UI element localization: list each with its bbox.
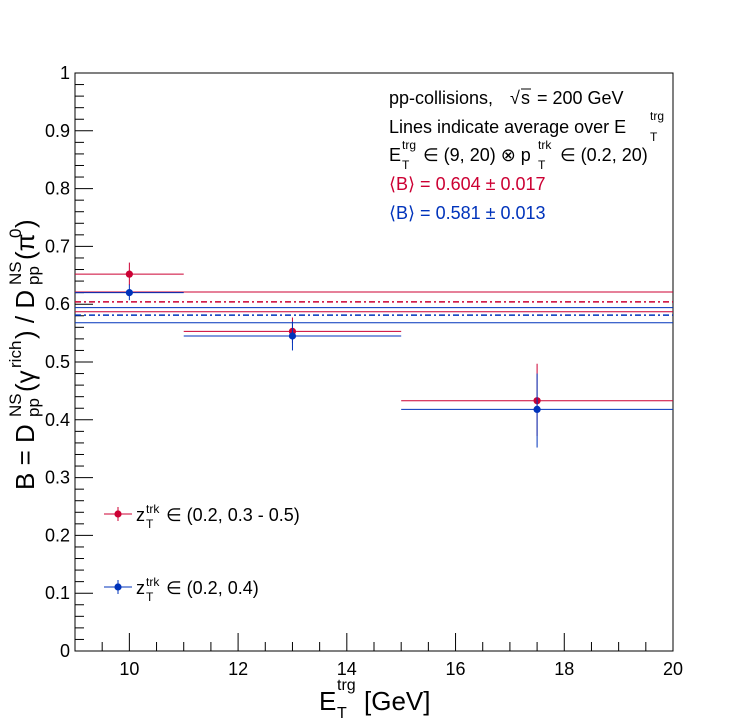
annotation-line-1-rest: = 200 GeV — [537, 88, 624, 108]
annotation-line-3-T2: T — [538, 158, 546, 172]
annotation-line-2-trg: trg — [650, 109, 664, 123]
annotation-average-series-1: ⟨B⟩ = 0.604 ± 0.017 — [389, 174, 546, 194]
y-tick-label: 0.7 — [45, 236, 70, 256]
legend-label-series-1-sub: T — [146, 517, 154, 531]
y-axis-title-part-5: ) — [10, 219, 40, 228]
legend-label-series-2-rest: ∈ (0.2, 0.4) — [166, 578, 259, 598]
annotation-sqrt-s: s — [521, 88, 530, 108]
x-tick-label: 14 — [337, 659, 357, 679]
y-tick-label: 0.4 — [45, 410, 70, 430]
legend-label-series-2-sub: T — [146, 590, 154, 604]
legend-entry-series-2: z trk T ∈ (0.2, 0.4) — [104, 575, 259, 604]
annotation-line-3-a: E — [389, 145, 401, 165]
legend-label-series-1-rest: ∈ (0.2, 0.3 - 0.5) — [166, 505, 300, 525]
y-axis-title: B = D NS pp (γ rich ) / D NS pp (π 0 ) — [6, 219, 43, 490]
x-axis-title: E trg T [GeV] — [319, 677, 430, 722]
annotation-sqrt-symbol: √ — [510, 88, 520, 108]
y-axis-title-part-3-sup: NS — [6, 261, 25, 285]
y-axis-title-part-3-sub: pp — [24, 266, 43, 285]
y-tick-label: 0.8 — [45, 179, 70, 199]
legend-marker-series-2 — [114, 583, 122, 591]
y-axis-title-part-2: (γ — [10, 370, 40, 392]
data-point — [125, 270, 133, 278]
legend-label-series-2-sup: trk — [146, 575, 160, 589]
y-tick-label: 0 — [60, 641, 70, 661]
y-axis-title-part-2-sup: rich — [6, 341, 25, 368]
legend-entry-series-1: z trk T ∈ (0.2, 0.3 - 0.5) — [104, 502, 300, 531]
data-point — [533, 405, 541, 413]
annotation-average-series-2: ⟨B⟩ = 0.581 ± 0.013 — [389, 203, 546, 223]
y-tick-label: 0.6 — [45, 294, 70, 314]
y-tick-label: 0.2 — [45, 525, 70, 545]
y-axis-title-part-4-sup: 0 — [6, 229, 25, 238]
x-tick-label: 12 — [228, 659, 248, 679]
legend-label-series-2-main: z — [136, 578, 145, 598]
axes: 0 0.1 0.2 0.3 0.4 0.5 0.6 0.7 0.8 0.9 1 10 12 14 16 18 2… — [45, 63, 683, 679]
series-2 — [75, 284, 673, 448]
annotation-line-3-trg: trg — [402, 138, 416, 152]
annotation-line-2: Lines indicate average over E — [389, 117, 626, 137]
annotation-block: pp-collisions, √ s = 200 GeV Lines indic… — [389, 88, 664, 223]
x-tick-label: 16 — [446, 659, 466, 679]
series-layer — [75, 262, 673, 448]
y-axis-title-part-1-sup: NS — [6, 393, 25, 417]
legend-label-series-1-main: z — [136, 505, 145, 525]
y-tick-label: 0.9 — [45, 121, 70, 141]
y-axis-title-part-1: B = D — [10, 424, 40, 490]
legend-label-series-1-sup: trk — [146, 502, 160, 516]
data-point — [288, 332, 297, 340]
x-axis-title-sup: trg — [337, 677, 356, 694]
annotation-line-3-c: ∈ (0.2, 20) — [560, 145, 648, 165]
x-axis-title-sub: T — [337, 705, 347, 722]
annotation-line-3-trk: trk — [538, 138, 552, 152]
annotation-line-3-b: ∈ (9, 20) ⊗ p — [423, 145, 531, 165]
data-point — [125, 289, 133, 297]
y-tick-label: 0.1 — [45, 583, 70, 603]
y-axis-title-part-3: ) / D — [10, 290, 40, 339]
y-tick-label: 0.3 — [45, 468, 70, 488]
y-tick-label: 1 — [60, 63, 70, 83]
annotation-line-2-T: T — [650, 130, 658, 144]
annotation-line-3-T: T — [402, 158, 410, 172]
legend: z trk T ∈ (0.2, 0.3 - 0.5) z trk T ∈ (0.… — [104, 502, 300, 604]
y-axis-title-part-4: (π — [10, 233, 40, 260]
x-tick-label: 18 — [554, 659, 574, 679]
annotation-line-1: pp-collisions, — [389, 88, 493, 108]
y-axis-title-part-1-sub: pp — [24, 398, 43, 417]
legend-marker-series-1 — [114, 510, 122, 518]
series-1 — [75, 262, 673, 436]
x-tick-label: 10 — [119, 659, 139, 679]
y-tick-label: 0.5 — [45, 352, 70, 372]
x-axis-title-main: E — [319, 686, 336, 716]
x-axis-title-unit: [GeV] — [364, 686, 430, 716]
x-tick-label: 20 — [663, 659, 683, 679]
